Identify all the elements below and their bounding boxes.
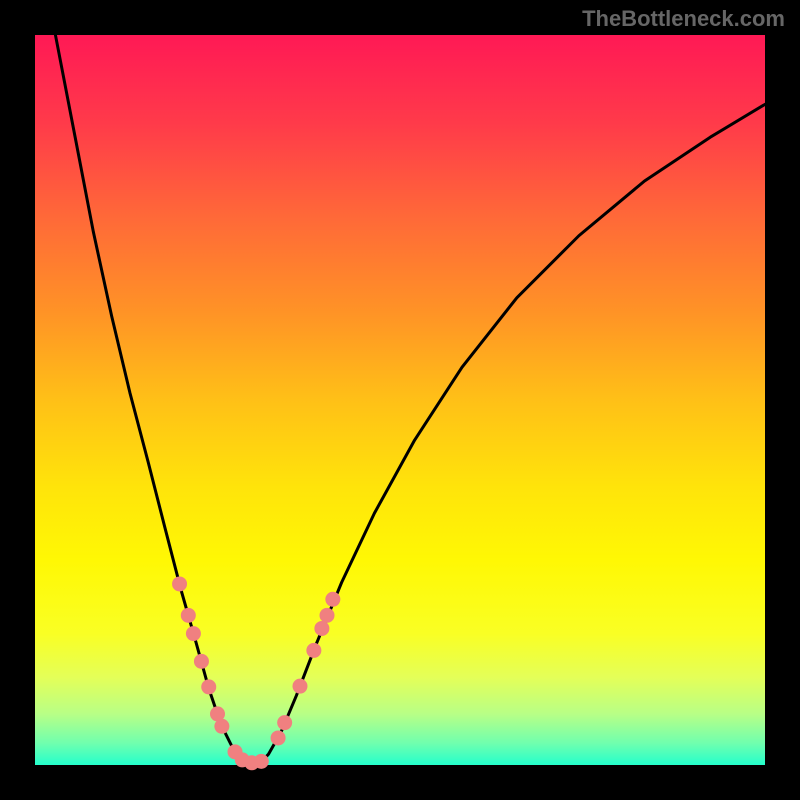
data-marker	[325, 592, 340, 607]
data-marker	[314, 621, 329, 636]
data-marker	[271, 730, 286, 745]
data-marker	[254, 754, 269, 769]
data-marker	[214, 719, 229, 734]
chart-svg	[0, 0, 800, 800]
chart-container: TheBottleneck.com	[0, 0, 800, 800]
data-marker	[277, 715, 292, 730]
data-marker	[194, 654, 209, 669]
watermark-text: TheBottleneck.com	[582, 6, 785, 32]
data-marker	[306, 643, 321, 658]
data-marker	[201, 679, 216, 694]
plot-background	[35, 35, 765, 765]
data-marker	[320, 608, 335, 623]
data-marker	[292, 679, 307, 694]
data-marker	[181, 608, 196, 623]
data-marker	[172, 576, 187, 591]
data-marker	[186, 626, 201, 641]
